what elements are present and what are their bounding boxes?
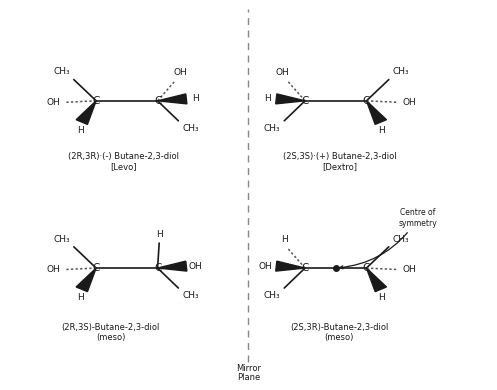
Text: OH: OH	[173, 68, 187, 77]
Text: OH: OH	[258, 262, 272, 271]
Text: Mirror: Mirror	[236, 364, 261, 373]
Text: H: H	[78, 293, 84, 302]
Text: OH: OH	[403, 98, 416, 107]
Text: OH: OH	[276, 68, 289, 77]
Polygon shape	[158, 94, 187, 104]
Text: CH₃: CH₃	[393, 235, 410, 244]
Polygon shape	[366, 268, 387, 292]
Polygon shape	[76, 268, 96, 292]
Polygon shape	[76, 101, 96, 124]
Text: (2S,3R)-Butane-2,3-diol: (2S,3R)-Butane-2,3-diol	[290, 323, 389, 332]
Text: CH₃: CH₃	[53, 235, 70, 244]
Text: C: C	[154, 263, 161, 273]
Polygon shape	[158, 261, 187, 271]
Text: Centre of
symmetry: Centre of symmetry	[340, 208, 437, 269]
Text: C: C	[301, 96, 309, 106]
Text: H: H	[378, 293, 385, 302]
Text: CH₃: CH₃	[182, 124, 199, 133]
Polygon shape	[276, 261, 305, 271]
Text: CH₃: CH₃	[263, 124, 280, 133]
Text: H: H	[378, 126, 385, 135]
Text: C: C	[363, 96, 370, 106]
Text: CH₃: CH₃	[263, 291, 280, 300]
Text: OH: OH	[188, 262, 202, 271]
Polygon shape	[366, 101, 387, 124]
Text: C: C	[154, 96, 161, 106]
Text: CH₃: CH₃	[182, 291, 199, 300]
Text: (2R,3S)-Butane-2,3-diol: (2R,3S)-Butane-2,3-diol	[62, 323, 160, 332]
Text: H: H	[78, 126, 84, 135]
Text: (meso): (meso)	[96, 333, 126, 342]
Text: CH₃: CH₃	[53, 67, 70, 76]
Text: C: C	[301, 263, 309, 273]
Text: H: H	[156, 230, 163, 239]
Text: (2R,3R)·(-) Butane-2,3-diol: (2R,3R)·(-) Butane-2,3-diol	[68, 152, 179, 161]
Text: H: H	[264, 94, 271, 103]
Text: C: C	[363, 263, 370, 273]
Text: [Levo]: [Levo]	[110, 162, 137, 171]
Text: OH: OH	[403, 265, 416, 274]
Polygon shape	[276, 94, 305, 104]
Text: C: C	[92, 96, 100, 106]
Text: OH: OH	[47, 265, 60, 274]
Text: H: H	[282, 235, 288, 244]
Text: CH₃: CH₃	[393, 67, 410, 76]
Text: [Dextro]: [Dextro]	[322, 162, 357, 171]
Text: C: C	[92, 263, 100, 273]
Text: (2S,3S)·(+) Butane-2,3-diol: (2S,3S)·(+) Butane-2,3-diol	[283, 152, 396, 161]
Text: Plane: Plane	[237, 373, 260, 382]
Text: OH: OH	[47, 98, 60, 107]
Text: H: H	[192, 94, 199, 103]
Text: (meso): (meso)	[325, 333, 354, 342]
